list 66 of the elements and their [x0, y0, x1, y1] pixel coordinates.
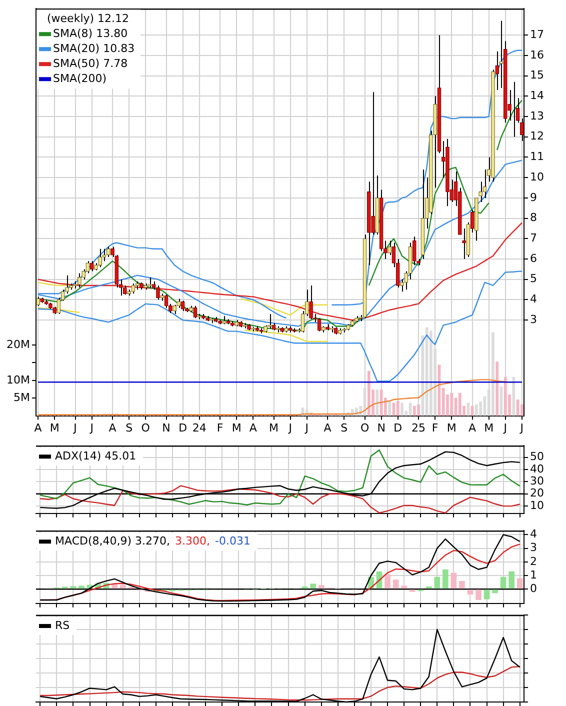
y-tick-label: 15: [530, 68, 544, 82]
y-tick-label: 7: [530, 232, 537, 245]
x-tick-label: M: [484, 421, 494, 434]
x-tick-label: 24: [192, 421, 206, 434]
chart-title: (weekly) 12.12: [47, 12, 130, 25]
x-tick-label: M: [269, 421, 279, 434]
x-tick-label: M: [232, 421, 242, 434]
x-tick-label: J: [72, 421, 77, 434]
legend-label: SMA(8) 13.80: [53, 26, 128, 40]
x-tick-label: D: [178, 421, 188, 434]
x-tick-label: N: [162, 421, 170, 434]
legend-label: RS: [55, 618, 70, 632]
x-tick-label: A: [468, 421, 477, 434]
y-tick-label: 3: [530, 541, 537, 554]
x-tick-label: J: [89, 421, 94, 434]
x-tick-label: A: [108, 421, 117, 434]
y2-tick-label: 5M: [14, 390, 30, 404]
y-tick-label: 11: [530, 150, 544, 164]
y-tick-label: 16: [530, 48, 544, 62]
y-tick-label: 40: [530, 462, 544, 476]
y2-tick-label: 10M: [6, 373, 30, 386]
x-tick-label: O: [360, 421, 370, 434]
x-tick-label: O: [141, 421, 150, 434]
x-tick-label: S: [126, 421, 133, 434]
x-tick-label: A: [34, 421, 42, 434]
y-tick-label: 1: [530, 568, 537, 582]
y-tick-label: 12: [530, 130, 544, 143]
x-tick-label: J: [519, 421, 524, 434]
x-tick-label: J: [502, 421, 508, 434]
y-tick-label: 8: [530, 211, 537, 224]
y-tick-label: 6: [530, 252, 537, 265]
y-tick-label: 17: [530, 28, 544, 41]
legend-label: SMA(50) 7.78: [53, 56, 128, 70]
y-tick-label: 13: [530, 109, 544, 122]
x-tick-label: D: [394, 421, 402, 434]
annotation: -0.031: [215, 534, 250, 548]
y-tick-label: 14: [530, 89, 544, 102]
legend-label: SMA(20) 10.83: [53, 42, 135, 55]
y-tick-label: 2: [530, 554, 537, 568]
text: 3.300,: [175, 534, 210, 548]
y-tick-label: 10: [530, 170, 544, 184]
x-tick-label: J: [288, 421, 292, 434]
y2-tick-label: 20M: [6, 338, 30, 351]
y-tick-label: 3: [530, 312, 537, 326]
y-tick-label: 4: [530, 528, 537, 541]
y-tick-label: 0: [530, 582, 537, 595]
y-tick-label: 10: [530, 498, 544, 512]
x-tick-label: M: [50, 421, 60, 434]
x-tick-label: A: [249, 421, 258, 434]
legend-label: SMA(200): [53, 72, 107, 85]
y-tick-label: 20: [530, 486, 544, 500]
x-tick-label: F: [432, 421, 438, 434]
legend-label: MACD(8,40,9) 3.270,: [55, 534, 170, 548]
y-tick-label: 5: [530, 272, 537, 286]
x-tick-label: F: [216, 421, 224, 434]
y-tick-label: 4: [530, 292, 537, 306]
y-tick-label: 30: [530, 474, 544, 488]
y-tick-label: 50: [530, 450, 544, 464]
legend-label: ADX(14) 45.01: [55, 449, 136, 462]
x-tick-label: S: [340, 421, 348, 434]
x-tick-label: M: [446, 421, 456, 434]
x-tick-label: 25: [412, 421, 426, 434]
x-tick-label: J: [304, 421, 309, 434]
x-tick-label: A: [324, 421, 332, 434]
x-tick-label: N: [377, 421, 386, 434]
y-tick-label: 9: [530, 190, 537, 204]
